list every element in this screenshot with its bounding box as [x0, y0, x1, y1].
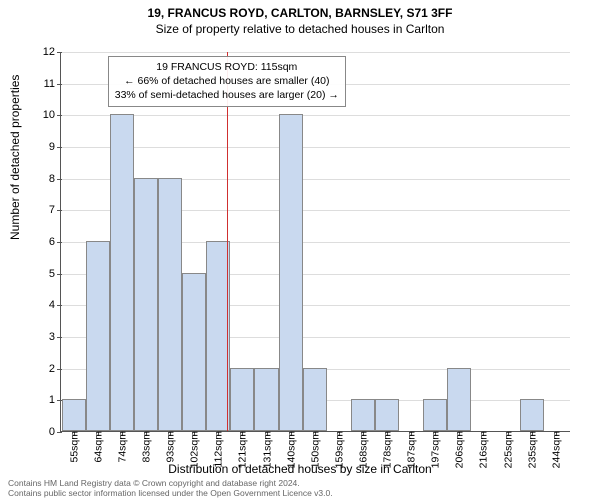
histogram-bar	[520, 399, 544, 431]
footer-attribution: Contains HM Land Registry data © Crown c…	[8, 478, 333, 498]
x-tick-label: 74sqm	[115, 431, 128, 463]
y-tick-label: 7	[33, 204, 61, 216]
annotation-line1: 19 FRANCUS ROYD: 115sqm	[115, 60, 339, 74]
x-axis-label: Distribution of detached houses by size …	[0, 462, 600, 476]
y-tick-label: 4	[33, 299, 61, 311]
histogram-bar	[134, 178, 158, 431]
y-tick-label: 3	[33, 331, 61, 343]
histogram-bar	[254, 368, 278, 431]
histogram-bar	[230, 368, 254, 431]
x-tick-label: 64sqm	[91, 431, 104, 463]
histogram-bar	[423, 399, 447, 431]
page-title-line1: 19, FRANCUS ROYD, CARLTON, BARNSLEY, S71…	[0, 6, 600, 20]
histogram-bar	[351, 399, 375, 431]
y-tick-label: 5	[33, 268, 61, 280]
gridline	[61, 52, 570, 53]
histogram-bar	[303, 368, 327, 431]
y-tick-label: 0	[33, 426, 61, 438]
annotation-box: 19 FRANCUS ROYD: 115sqm← 66% of detached…	[108, 56, 346, 107]
footer-line1: Contains HM Land Registry data © Crown c…	[8, 478, 333, 488]
annotation-line2: ← 66% of detached houses are smaller (40…	[115, 74, 339, 88]
x-tick-label: 93sqm	[164, 431, 177, 463]
histogram-bar	[182, 273, 206, 431]
y-tick-label: 8	[33, 173, 61, 185]
y-tick-label: 10	[33, 109, 61, 121]
histogram-bar	[62, 399, 86, 431]
y-tick-label: 12	[33, 46, 61, 58]
page-title-line2: Size of property relative to detached ho…	[0, 22, 600, 36]
histogram-bar	[110, 114, 134, 431]
x-tick-label: 55sqm	[67, 431, 80, 463]
annotation-line3: 33% of semi-detached houses are larger (…	[115, 88, 339, 102]
reference-line	[227, 52, 228, 431]
gridline	[61, 115, 570, 116]
y-tick-label: 1	[33, 394, 61, 406]
gridline	[61, 147, 570, 148]
y-tick-label: 2	[33, 363, 61, 375]
y-axis-label: Number of detached properties	[8, 75, 22, 240]
y-tick-label: 11	[33, 78, 61, 90]
histogram-bar	[158, 178, 182, 431]
histogram-bar	[375, 399, 399, 431]
histogram-bar	[447, 368, 471, 431]
y-tick-label: 9	[33, 141, 61, 153]
histogram-chart: 012345678910111255sqm64sqm74sqm83sqm93sq…	[60, 52, 570, 432]
y-tick-label: 6	[33, 236, 61, 248]
x-tick-label: 83sqm	[140, 431, 153, 463]
histogram-bar	[86, 241, 110, 431]
histogram-bar	[279, 114, 303, 431]
footer-line2: Contains public sector information licen…	[8, 488, 333, 498]
